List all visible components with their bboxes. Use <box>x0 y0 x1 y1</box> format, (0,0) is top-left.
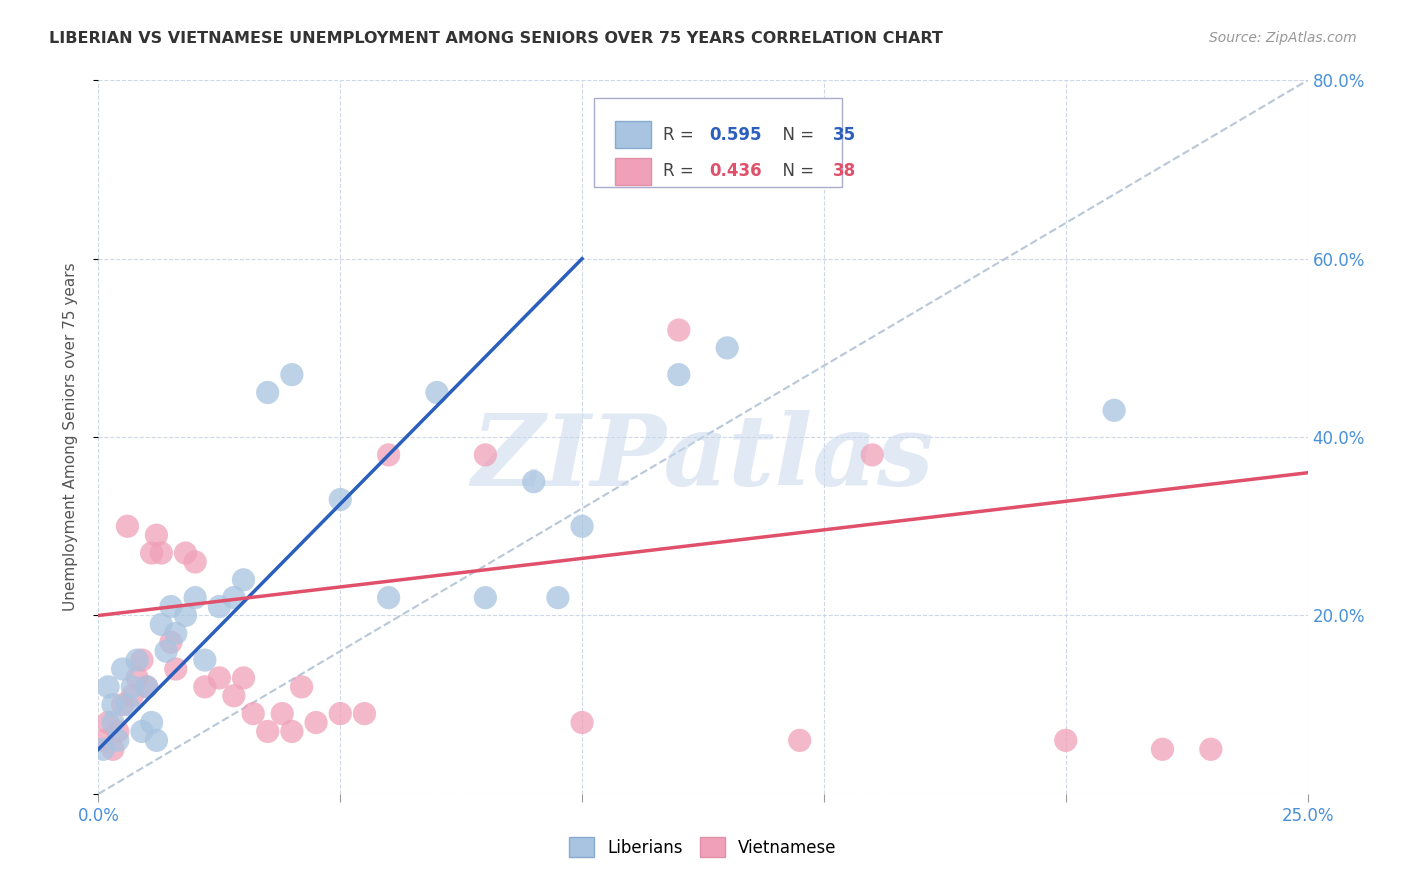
Point <box>353 706 375 721</box>
Point <box>194 680 217 694</box>
Point <box>184 591 207 605</box>
Point <box>305 715 328 730</box>
Point <box>377 591 399 605</box>
Point <box>135 680 157 694</box>
Point <box>127 653 149 667</box>
Point <box>101 742 124 756</box>
Text: Source: ZipAtlas.com: Source: ZipAtlas.com <box>1209 31 1357 45</box>
Point <box>256 724 278 739</box>
Point <box>232 573 254 587</box>
Point <box>117 519 139 533</box>
Point <box>222 689 245 703</box>
Point <box>377 448 399 462</box>
Point <box>222 591 245 605</box>
Text: R =: R = <box>664 162 699 180</box>
Y-axis label: Unemployment Among Seniors over 75 years: Unemployment Among Seniors over 75 years <box>63 263 77 611</box>
Text: 0.595: 0.595 <box>709 126 762 144</box>
Bar <box>614 158 651 185</box>
Point <box>174 546 197 560</box>
Point <box>1152 742 1174 756</box>
Point <box>91 742 114 756</box>
Point <box>145 528 167 542</box>
Point <box>111 698 134 712</box>
Text: 38: 38 <box>832 162 855 180</box>
Legend: Liberians, Vietnamese: Liberians, Vietnamese <box>562 830 844 864</box>
Point <box>474 591 496 605</box>
Point <box>121 680 143 694</box>
Point <box>101 698 124 712</box>
Point <box>789 733 811 747</box>
Point <box>150 617 173 632</box>
Text: ZIPatlas: ZIPatlas <box>472 410 934 507</box>
Point <box>101 715 124 730</box>
Point <box>208 599 231 614</box>
Point <box>145 733 167 747</box>
Point <box>571 519 593 533</box>
Point <box>256 385 278 400</box>
Point <box>547 591 569 605</box>
Point <box>155 644 177 658</box>
Point <box>97 680 120 694</box>
Point <box>184 555 207 569</box>
Point <box>523 475 546 489</box>
Point <box>571 715 593 730</box>
Point <box>97 715 120 730</box>
Point <box>194 653 217 667</box>
Point <box>271 706 294 721</box>
Point <box>127 671 149 685</box>
Point <box>117 698 139 712</box>
Point <box>165 662 187 676</box>
Point <box>860 448 883 462</box>
Point <box>174 608 197 623</box>
Point <box>208 671 231 685</box>
Point <box>107 724 129 739</box>
Point <box>141 546 163 560</box>
Point <box>668 368 690 382</box>
Point <box>111 662 134 676</box>
Point <box>281 724 304 739</box>
Point <box>1199 742 1222 756</box>
Point <box>131 653 153 667</box>
Point <box>716 341 738 355</box>
Text: R =: R = <box>664 126 699 144</box>
Text: LIBERIAN VS VIETNAMESE UNEMPLOYMENT AMONG SENIORS OVER 75 YEARS CORRELATION CHAR: LIBERIAN VS VIETNAMESE UNEMPLOYMENT AMON… <box>49 31 943 46</box>
Point <box>165 626 187 640</box>
Point <box>135 680 157 694</box>
Point <box>668 323 690 337</box>
Point <box>131 724 153 739</box>
Point <box>242 706 264 721</box>
Point <box>1102 403 1125 417</box>
Point <box>160 599 183 614</box>
Point <box>232 671 254 685</box>
Point <box>150 546 173 560</box>
Point <box>290 680 312 694</box>
Point <box>160 635 183 649</box>
Text: 0.436: 0.436 <box>709 162 762 180</box>
Point <box>474 448 496 462</box>
FancyBboxPatch shape <box>595 98 842 187</box>
Point <box>426 385 449 400</box>
Point <box>121 689 143 703</box>
Point <box>329 492 352 507</box>
Point <box>141 715 163 730</box>
Bar <box>614 121 651 148</box>
Point <box>91 733 114 747</box>
Text: N =: N = <box>772 126 820 144</box>
Point <box>1054 733 1077 747</box>
Point <box>329 706 352 721</box>
Text: 35: 35 <box>832 126 855 144</box>
Point <box>281 368 304 382</box>
Point <box>107 733 129 747</box>
Text: N =: N = <box>772 162 820 180</box>
